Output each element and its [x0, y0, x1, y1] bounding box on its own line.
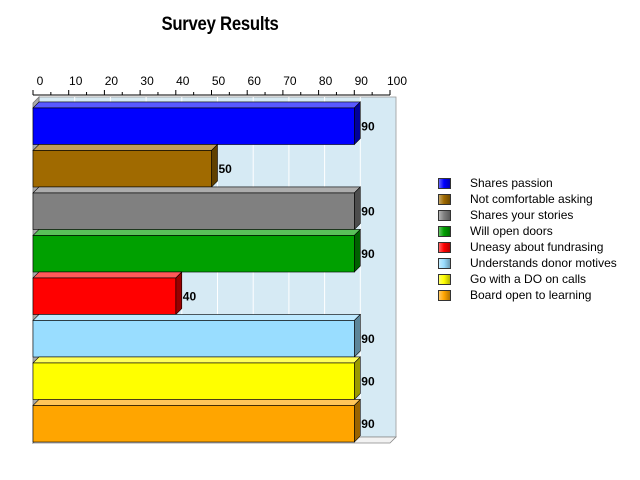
x-tick-label: 70 [283, 74, 297, 88]
bar-series [32, 101, 362, 443]
bar-front-face [32, 362, 355, 400]
bar-front-face [32, 150, 212, 188]
bar [32, 101, 362, 146]
legend-label: Understands donor motives [470, 256, 617, 270]
legend-swatch [438, 273, 451, 285]
bar-top-face [32, 399, 362, 406]
x-tick-label: 100 [387, 74, 407, 88]
x-tick-label: 30 [140, 74, 154, 88]
legend-item: Board open to learning [438, 287, 617, 303]
legend-item: Go with a DO on calls [438, 271, 617, 287]
legend: Shares passion Not comfortable asking Shar… [438, 175, 617, 303]
legend-swatch [438, 193, 451, 205]
legend-label: Not comfortable asking [470, 192, 593, 206]
bar-front-face [32, 320, 355, 358]
data-label: 90 [361, 374, 375, 388]
bar-front-face [32, 277, 177, 315]
legend-label: Uneasy about fundrasing [470, 240, 604, 254]
bar [32, 356, 362, 401]
x-tick-label: 90 [355, 74, 369, 88]
data-label: 90 [361, 332, 375, 346]
chart-title: Survey Results [161, 14, 279, 35]
legend-swatch [438, 209, 451, 221]
bar [32, 313, 362, 358]
x-tick-label: 50 [212, 74, 226, 88]
bar-front-face [32, 107, 355, 145]
legend-label: Go with a DO on calls [470, 272, 587, 286]
data-labels: 90 50 90 90 40 90 90 90 [183, 119, 375, 431]
bar-top-face [32, 144, 219, 151]
bar-end-face [211, 143, 218, 188]
x-tick-label: 20 [105, 74, 119, 88]
data-label: 90 [361, 119, 375, 133]
bar-end-face [353, 398, 361, 443]
data-label: 50 [219, 162, 233, 176]
bar-end-face [175, 271, 183, 316]
legend-item: Will open doors [438, 223, 617, 239]
bar-top-face [32, 356, 362, 364]
data-label: 90 [361, 204, 375, 218]
bar [32, 398, 362, 443]
bar-end-face [353, 313, 361, 358]
legend-item: Understands donor motives [438, 255, 617, 271]
bar [32, 143, 219, 188]
bar-top-face [32, 271, 183, 279]
x-tick-label: 60 [248, 74, 262, 88]
bar-front-face [32, 192, 355, 230]
data-label: 90 [361, 247, 375, 261]
bar-end-face [353, 186, 361, 231]
bar-front-face [32, 405, 355, 443]
legend-item: Not comfortable asking [438, 191, 617, 207]
bar-end-face [353, 101, 361, 146]
bar [32, 271, 183, 316]
bar-end-face [353, 356, 361, 401]
legend-label: Board open to learning [470, 288, 592, 302]
legend-item: Shares your stories [438, 207, 617, 223]
bar [32, 186, 362, 231]
x-tick-label: 10 [69, 74, 83, 88]
legend-swatch [438, 177, 451, 189]
bar-top-face [32, 101, 362, 109]
data-label: 90 [361, 417, 375, 431]
legend-swatch [438, 225, 451, 237]
legend-swatch [438, 289, 451, 301]
legend-label: Shares your stories [470, 208, 574, 222]
x-tick-label: 40 [176, 74, 190, 88]
bar-top-face [32, 229, 362, 236]
legend-swatch [438, 241, 451, 253]
bar [32, 228, 362, 273]
legend-label: Will open doors [470, 224, 553, 238]
data-label: 40 [183, 289, 197, 303]
legend-item: Uneasy about fundrasing [438, 239, 617, 255]
bar-top-face [32, 186, 362, 194]
x-tick-label: 80 [319, 74, 333, 88]
bar-end-face [353, 228, 361, 273]
x-tick-label: 0 [37, 74, 44, 88]
x-axis: 0 10 20 30 40 50 60 70 80 90 100 [32, 74, 407, 96]
legend-label: Shares passion [470, 176, 553, 190]
legend-item: Shares passion [438, 175, 617, 191]
bar-front-face [32, 235, 355, 273]
legend-swatch [438, 257, 451, 269]
bar-top-face [32, 314, 362, 321]
